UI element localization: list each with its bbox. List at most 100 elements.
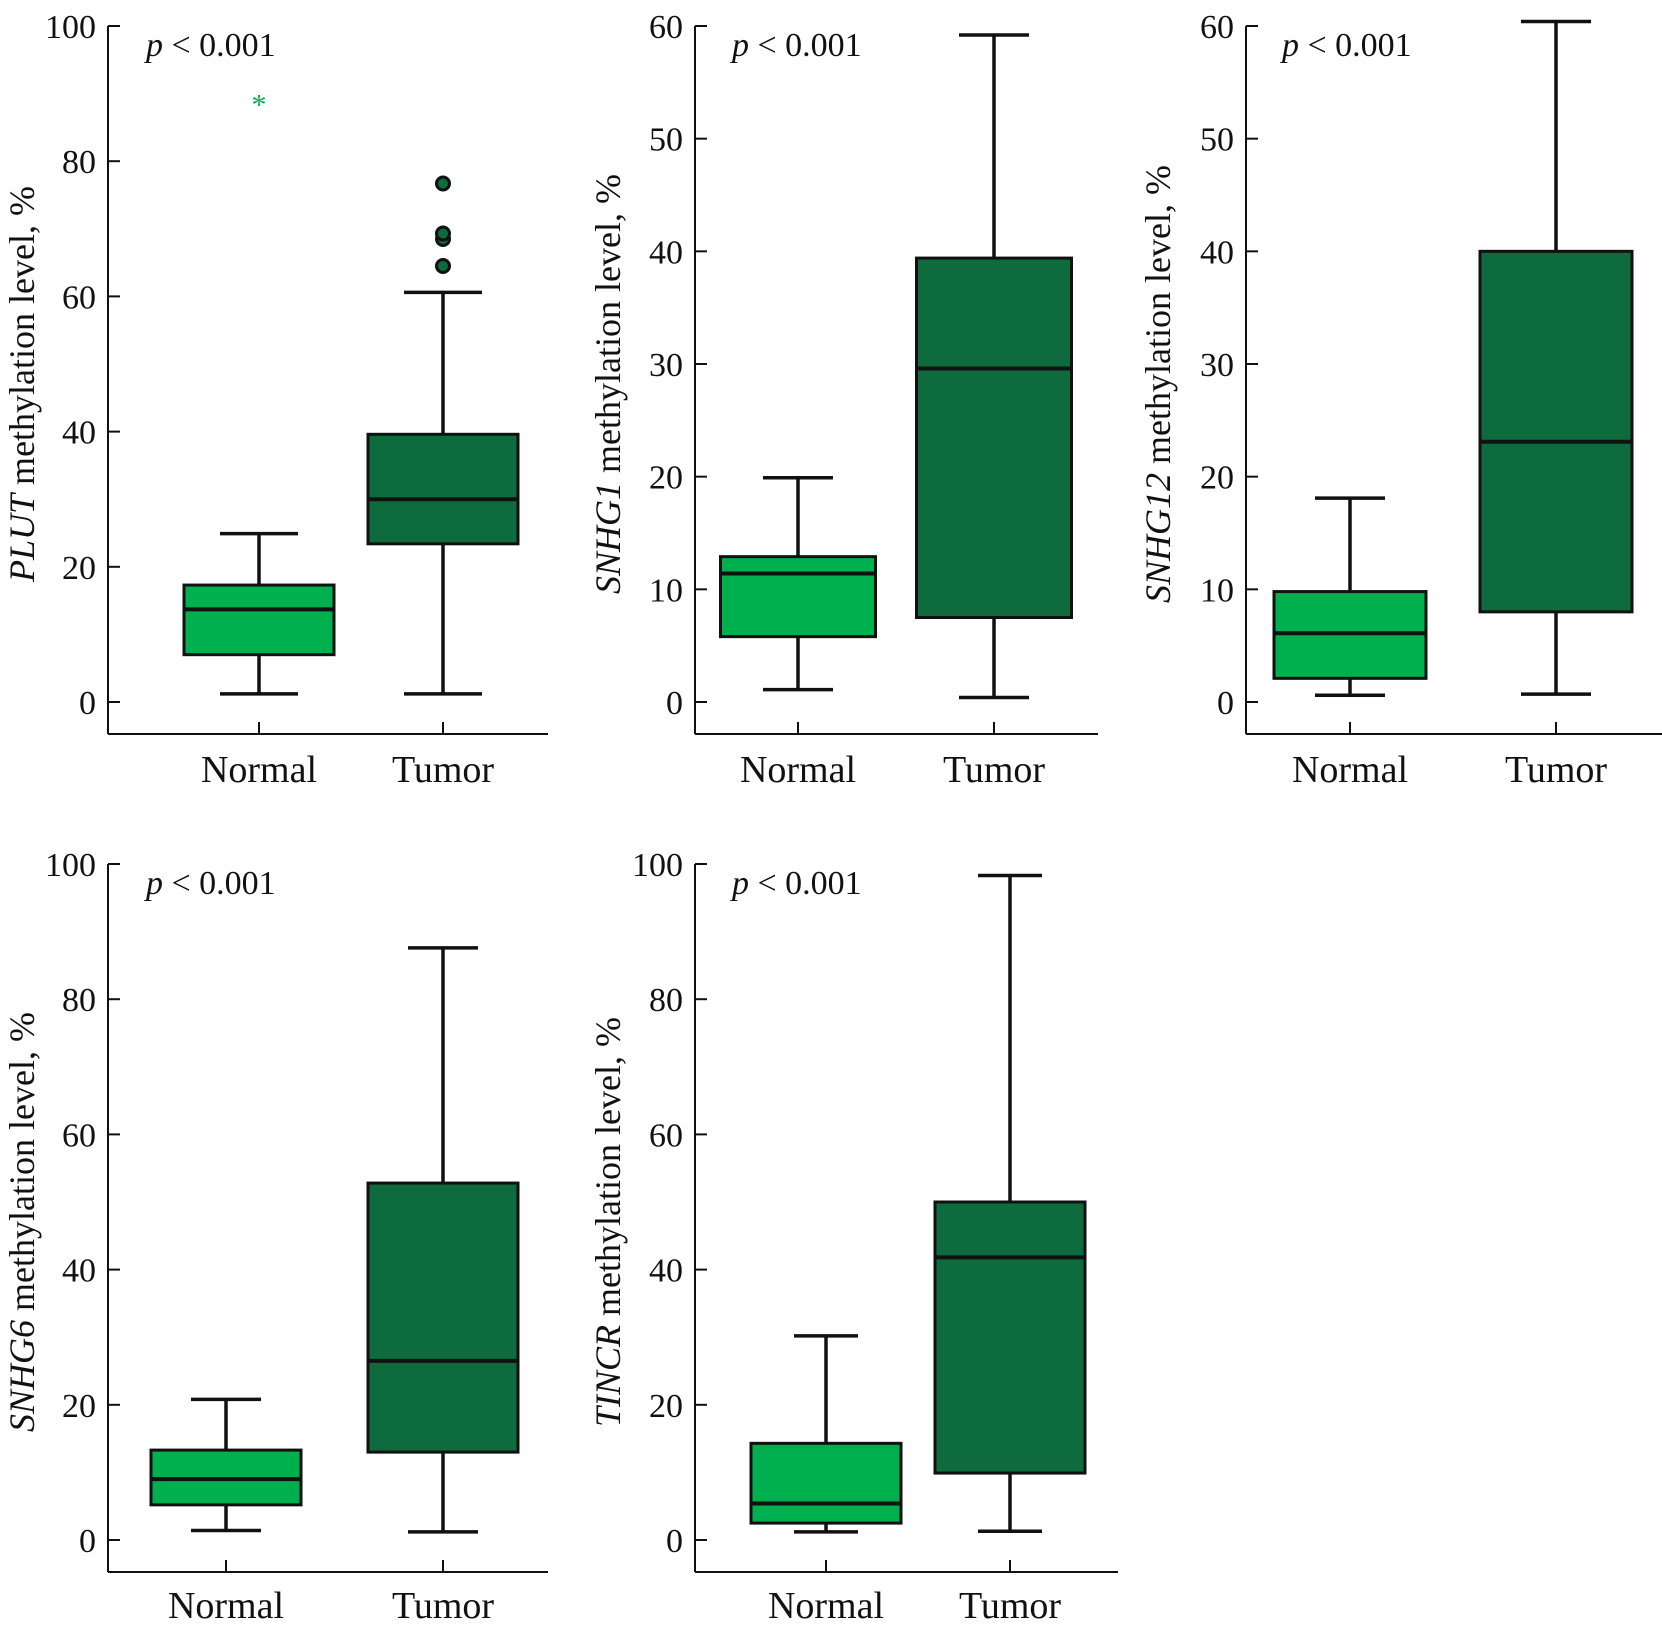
p-value-annotation: p < 0.001 — [730, 865, 862, 902]
y-tick-label: 60 — [649, 1117, 683, 1154]
box-tumor — [366, 175, 520, 696]
y-axis-title-rest: methylation level, % — [2, 1012, 42, 1320]
p-value: < 0.001 — [749, 865, 862, 902]
y-tick-label: 60 — [649, 9, 683, 46]
p-value: < 0.001 — [1299, 27, 1412, 64]
x-category-label: Normal — [740, 749, 856, 791]
box-normal — [749, 1334, 903, 1534]
box-tumor — [366, 946, 520, 1534]
outlier-point — [435, 257, 451, 274]
panel-plut: 0 20 40 60 80 100 Normal Tumor PLUT methylation … — [2, 9, 548, 791]
y-tick-label: 30 — [649, 347, 683, 384]
box-iqr — [182, 583, 336, 657]
outlier-point — [435, 175, 451, 192]
box-normal — [149, 1397, 303, 1533]
y-tick-label: 20 — [62, 1388, 96, 1425]
y-axis-title-rest: methylation level, % — [1138, 165, 1178, 473]
p-symbol: p — [144, 865, 163, 902]
x-category-label: Normal — [201, 749, 317, 791]
p-symbol: p — [144, 27, 163, 64]
p-symbol: p — [730, 27, 749, 64]
p-value-annotation: p < 0.001 — [1280, 27, 1412, 64]
y-tick-label: 100 — [45, 9, 96, 46]
x-category-label: Tumor — [392, 749, 494, 791]
y-axis-title: SNHG6 methylation level, % — [2, 1012, 42, 1432]
y-tick-label: 20 — [62, 550, 96, 587]
y-tick-label: 80 — [62, 982, 96, 1019]
y-axis-title: TINCR methylation level, % — [588, 1017, 628, 1427]
p-value-annotation: p < 0.001 — [144, 865, 276, 902]
y-tick-label: 20 — [649, 460, 683, 497]
y-tick-label: 80 — [649, 982, 683, 1019]
box-tumor — [933, 873, 1087, 1533]
box-iqr — [749, 1441, 903, 1525]
p-value-annotation: p < 0.001 — [144, 27, 276, 64]
x-category-label: Normal — [1292, 749, 1408, 791]
p-value: < 0.001 — [749, 27, 862, 64]
p-symbol: p — [730, 865, 749, 902]
y-tick-label: 0 — [79, 685, 96, 722]
x-category-label: Tumor — [1505, 749, 1607, 791]
box-normal: * — [182, 88, 336, 696]
y-tick-label: 40 — [649, 234, 683, 271]
y-tick-label: 60 — [62, 279, 96, 316]
y-tick-label: 80 — [62, 144, 96, 181]
box-normal — [1272, 496, 1428, 697]
y-tick-label: 30 — [1200, 347, 1234, 384]
y-tick-label: 0 — [1217, 685, 1234, 722]
box-iqr — [933, 1200, 1087, 1475]
x-category-label: Normal — [168, 1585, 284, 1627]
box-tumor — [915, 33, 1073, 700]
y-tick-label: 10 — [1200, 572, 1234, 609]
p-value: < 0.001 — [163, 27, 276, 64]
y-tick-label: 10 — [649, 572, 683, 609]
p-value: < 0.001 — [163, 865, 276, 902]
y-axis-title-rest: methylation level, % — [588, 1017, 628, 1325]
box-iqr — [719, 555, 877, 639]
p-symbol: p — [1280, 27, 1299, 64]
box-iqr — [1478, 249, 1634, 614]
box-iqr — [366, 432, 520, 546]
y-axis-title-gene: PLUT — [2, 491, 42, 583]
y-tick-label: 0 — [79, 1523, 96, 1560]
panel-snhg6: 0 20 40 60 80 100 Normal Tumor SNHG6 methylation… — [2, 847, 548, 1627]
y-tick-label: 60 — [1200, 9, 1234, 46]
box-normal — [719, 476, 877, 692]
y-tick-label: 40 — [62, 1253, 96, 1290]
y-axis-title-gene: SNHG6 — [2, 1320, 42, 1432]
y-axis-title-rest: methylation level, % — [2, 186, 42, 494]
x-category-label: Normal — [768, 1585, 884, 1627]
y-axis-title: SNHG1 methylation level, % — [588, 174, 628, 594]
y-tick-label: 50 — [1200, 122, 1234, 159]
p-value-annotation: p < 0.001 — [730, 27, 862, 64]
y-axis-title-gene: SNHG12 — [1138, 473, 1178, 603]
panel-snhg1: 0 10 20 30 40 50 60 Normal Tumor SNHG1 methylatio… — [588, 9, 1098, 791]
y-tick-label: 20 — [649, 1388, 683, 1425]
x-category-label: Tumor — [392, 1585, 494, 1627]
y-tick-label: 0 — [666, 1523, 683, 1560]
y-axis-title-gene: TINCR — [588, 1325, 628, 1427]
box-tumor — [1478, 19, 1634, 696]
y-tick-label: 40 — [1200, 234, 1234, 271]
outlier-point — [435, 225, 451, 242]
y-tick-label: 40 — [649, 1253, 683, 1290]
y-tick-label: 0 — [666, 685, 683, 722]
x-category-label: Tumor — [959, 1585, 1061, 1627]
y-tick-label: 40 — [62, 415, 96, 452]
x-category-label: Tumor — [943, 749, 1045, 791]
y-axis-title: PLUT methylation level, % — [2, 186, 42, 583]
box-iqr — [915, 256, 1073, 619]
y-tick-label: 60 — [62, 1117, 96, 1154]
y-axis-title-gene: SNHG1 — [588, 482, 628, 594]
y-tick-label: 100 — [632, 847, 683, 884]
y-axis-title: SNHG12 methylation level, % — [1138, 165, 1178, 603]
y-tick-label: 50 — [649, 122, 683, 159]
panel-tincr: 0 20 40 60 80 100 Normal Tumor TINCR methylation… — [588, 847, 1118, 1627]
y-axis-title-rest: methylation level, % — [588, 174, 628, 482]
panel-snhg12: 0 10 20 30 40 50 60 Normal Tumor SNHG12 methylati… — [1138, 9, 1662, 791]
extreme-point: * — [252, 88, 267, 121]
box-iqr — [366, 1181, 520, 1454]
y-tick-label: 100 — [45, 847, 96, 884]
y-tick-label: 20 — [1200, 460, 1234, 497]
